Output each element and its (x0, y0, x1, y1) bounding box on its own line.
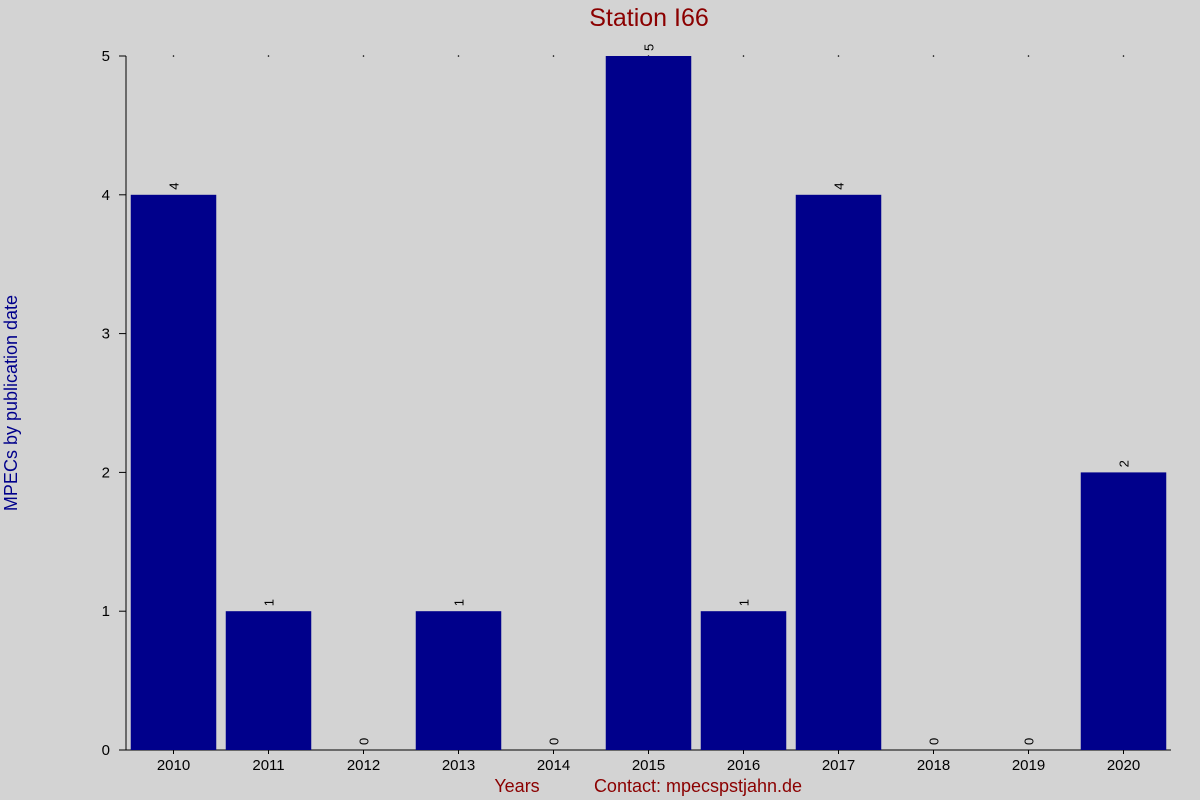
bar (795, 194, 882, 751)
bar (1080, 472, 1167, 750)
top-tick-dot (837, 55, 840, 57)
y-tick-label: 0 (102, 742, 110, 759)
plot-area: 0123452010420111201202013120140201552016… (102, 44, 1171, 774)
x-tick-label: 2013 (442, 757, 475, 774)
x-tick-label: 2015 (632, 757, 665, 774)
y-tick-label: 1 (102, 603, 110, 620)
top-tick-dot (362, 55, 365, 57)
y-tick-label: 4 (102, 187, 110, 204)
x-tick-label: 2011 (252, 757, 284, 774)
contact-text: Contact: mpecspstjahn.de (594, 776, 802, 796)
chart-title: Station I66 (589, 4, 709, 32)
x-tick-label: 2016 (727, 757, 760, 774)
top-tick-dot (267, 55, 270, 57)
top-tick-dot (1027, 55, 1030, 57)
data-label: 1 (262, 599, 277, 606)
data-label: 1 (737, 599, 752, 606)
x-tick-label: 2017 (822, 757, 855, 774)
x-tick-label: 2020 (1107, 757, 1140, 774)
data-label: 4 (832, 183, 847, 190)
data-label: 4 (167, 183, 182, 190)
y-tick-label: 2 (102, 464, 110, 481)
top-tick-dot (552, 55, 555, 57)
top-tick-dot (932, 55, 935, 57)
x-tick-label: 2010 (157, 757, 190, 774)
x-axis-label: Years (494, 776, 539, 796)
bar (605, 56, 692, 750)
x-tick-label: 2014 (537, 757, 570, 774)
y-tick-label: 5 (102, 48, 110, 65)
bar (225, 611, 312, 750)
top-tick-dot (172, 55, 175, 57)
top-tick-dot (457, 55, 460, 57)
x-tick-label: 2019 (1012, 757, 1045, 774)
y-axis-label: MPECs by publication date (1, 295, 21, 511)
data-label: 0 (357, 738, 372, 745)
bar (700, 611, 787, 750)
y-tick-label: 3 (102, 326, 110, 343)
x-tick-label: 2012 (347, 757, 380, 774)
data-label: 1 (452, 599, 467, 606)
data-label: 2 (1117, 460, 1132, 467)
data-label: 5 (642, 44, 657, 51)
top-tick-dot (1122, 55, 1125, 57)
data-label: 0 (1022, 738, 1037, 745)
data-label: 0 (927, 738, 942, 745)
top-tick-dot (742, 55, 745, 57)
x-tick-label: 2018 (917, 757, 950, 774)
data-label: 0 (547, 738, 562, 745)
bar (130, 194, 217, 751)
bar (415, 611, 502, 750)
